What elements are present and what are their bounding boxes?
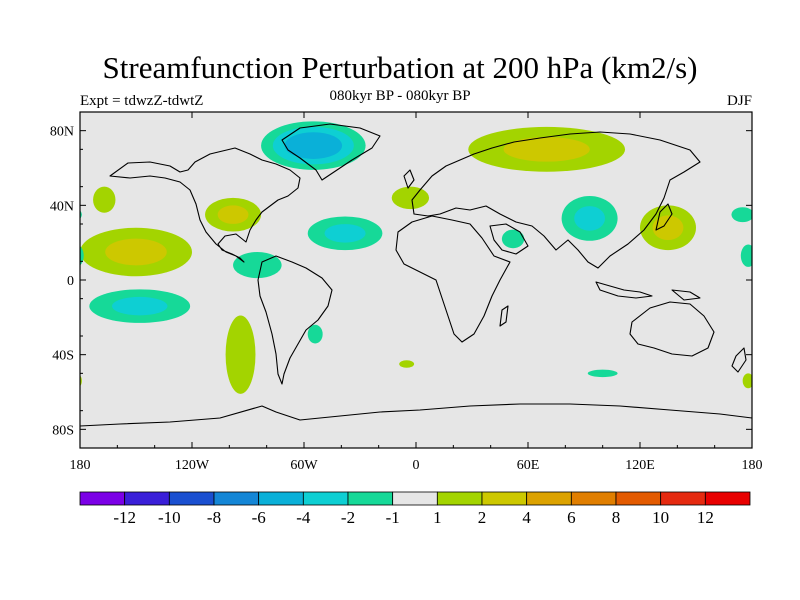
anomaly-contour bbox=[307, 324, 323, 344]
coastline-new-zealand bbox=[731, 347, 747, 373]
colorbar-label: 6 bbox=[567, 508, 576, 527]
x-tick-label: 120E bbox=[625, 458, 655, 473]
anomaly-contour bbox=[233, 252, 282, 279]
colorbar-swatch bbox=[79, 491, 126, 506]
colorbar-label: -6 bbox=[252, 508, 266, 527]
coastline-australia bbox=[629, 301, 715, 357]
colorbar-label: 8 bbox=[612, 508, 621, 527]
colorbar-swatch bbox=[302, 491, 349, 506]
colorbar-label: -12 bbox=[113, 508, 136, 527]
colorbar-swatch bbox=[213, 491, 260, 506]
y-tick-label: 80S bbox=[52, 423, 74, 438]
x-tick-label: 180 bbox=[742, 458, 763, 473]
y-tick-label: 40S bbox=[52, 349, 74, 364]
colorbar-swatch bbox=[124, 491, 170, 506]
x-tick-label: 0 bbox=[413, 458, 420, 473]
colorbar-swatch bbox=[660, 491, 706, 506]
chart-title: Streamfunction Perturbation at 200 hPa (… bbox=[102, 50, 698, 85]
coastline-british-isles bbox=[403, 169, 415, 189]
coastline-new-guinea bbox=[671, 289, 701, 301]
coastline-eurasia bbox=[411, 131, 701, 269]
colorbar-swatch bbox=[392, 491, 438, 506]
coastline-madagascar bbox=[499, 305, 509, 327]
x-tick-label: 120W bbox=[175, 458, 210, 473]
experiment-label: Expt = tdwzZ-tdwtZ bbox=[80, 93, 204, 109]
coastlines bbox=[80, 123, 752, 427]
x-tick-label: 60W bbox=[290, 458, 318, 473]
colorbar-label: 10 bbox=[652, 508, 669, 527]
anomaly-contour bbox=[501, 229, 525, 249]
colorbar-swatch bbox=[615, 491, 662, 506]
colorbar-swatch bbox=[347, 491, 394, 506]
colorbar-swatch bbox=[168, 491, 215, 506]
anomaly-layer bbox=[80, 121, 752, 394]
colorbar-label: 2 bbox=[478, 508, 487, 527]
colorbar-label: -2 bbox=[341, 508, 355, 527]
x-axis: 180 120W 60W 0 60E 120E 180 bbox=[70, 112, 763, 473]
colorbar: -12 -10 -8 -6 -4 -2 -1 1 2 4 6 8 10 12 bbox=[79, 491, 751, 527]
coastline-greenland bbox=[281, 123, 381, 181]
y-tick-label: 40N bbox=[50, 199, 74, 214]
coastline-south-america bbox=[257, 255, 333, 385]
anomaly-contour bbox=[399, 360, 415, 368]
anomaly-contour bbox=[652, 215, 684, 241]
anomaly-contour bbox=[731, 207, 752, 223]
anomaly-contour bbox=[112, 296, 168, 316]
coastline-arabia bbox=[489, 223, 529, 255]
x-tick-label: 180 bbox=[70, 458, 91, 473]
colorbar-swatch bbox=[526, 491, 572, 506]
map-background bbox=[80, 112, 752, 448]
colorbar-swatch bbox=[481, 491, 528, 506]
anomaly-contour bbox=[503, 137, 590, 162]
colorbar-label: 12 bbox=[697, 508, 714, 527]
anomaly-contour bbox=[93, 186, 116, 213]
coastline-africa bbox=[395, 215, 511, 343]
anomaly-contour bbox=[324, 224, 366, 243]
anomaly-contour bbox=[391, 186, 430, 210]
colorbar-swatch bbox=[258, 491, 304, 506]
coastline-japan bbox=[655, 203, 673, 231]
colorbar-swatch bbox=[704, 491, 751, 506]
anomaly-contour bbox=[80, 246, 84, 266]
colorbar-label: 1 bbox=[433, 508, 442, 527]
x-tick-label: 60E bbox=[517, 458, 540, 473]
coastline-north-america bbox=[109, 147, 301, 263]
anomaly-contour bbox=[225, 315, 256, 394]
y-axis: 80N 40N 0 40S 80S bbox=[50, 111, 752, 449]
anomaly-contour bbox=[284, 132, 343, 159]
colorbar-swatch bbox=[436, 491, 483, 506]
colorbar-label: -4 bbox=[296, 508, 311, 527]
y-tick-label: 80N bbox=[50, 125, 74, 140]
anomaly-contour bbox=[587, 369, 618, 378]
anomaly-contour bbox=[740, 244, 752, 267]
anomaly-contour bbox=[217, 205, 249, 224]
colorbar-swatch bbox=[570, 491, 617, 506]
anomaly-contour bbox=[574, 206, 605, 231]
colorbar-label: 4 bbox=[522, 508, 531, 527]
anomaly-contour bbox=[105, 238, 167, 266]
coastline-antarctica bbox=[80, 403, 752, 427]
colorbar-label: -10 bbox=[158, 508, 181, 527]
colorbar-label: -1 bbox=[386, 508, 400, 527]
colorbar-label: -8 bbox=[207, 508, 221, 527]
coastline-indonesia bbox=[595, 281, 653, 299]
y-tick-label: 0 bbox=[67, 274, 74, 289]
chart-subtitle: 080kyr BP - 080kyr BP bbox=[329, 88, 471, 104]
anomaly-contour bbox=[742, 373, 752, 389]
season-label: DJF bbox=[726, 93, 752, 109]
